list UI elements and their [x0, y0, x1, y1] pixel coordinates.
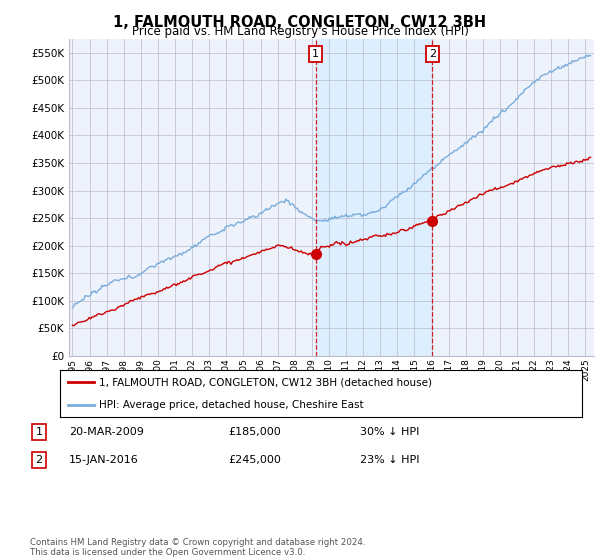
Text: 1, FALMOUTH ROAD, CONGLETON, CW12 3BH: 1, FALMOUTH ROAD, CONGLETON, CW12 3BH [113, 15, 487, 30]
Text: 15-JAN-2016: 15-JAN-2016 [69, 455, 139, 465]
Text: 2: 2 [428, 49, 436, 59]
Text: £245,000: £245,000 [228, 455, 281, 465]
Text: Price paid vs. HM Land Registry's House Price Index (HPI): Price paid vs. HM Land Registry's House … [131, 25, 469, 38]
Text: 20-MAR-2009: 20-MAR-2009 [69, 427, 144, 437]
Text: HPI: Average price, detached house, Cheshire East: HPI: Average price, detached house, Ches… [99, 400, 364, 410]
Text: 30% ↓ HPI: 30% ↓ HPI [360, 427, 419, 437]
Bar [316, 39, 432, 356]
Text: 1, FALMOUTH ROAD, CONGLETON, CW12 3BH (detached house): 1, FALMOUTH ROAD, CONGLETON, CW12 3BH (d… [99, 377, 432, 388]
Text: 2: 2 [35, 455, 43, 465]
Text: 23% ↓ HPI: 23% ↓ HPI [360, 455, 419, 465]
Text: £185,000: £185,000 [228, 427, 281, 437]
Text: 1: 1 [312, 49, 319, 59]
Text: Contains HM Land Registry data © Crown copyright and database right 2024.
This d: Contains HM Land Registry data © Crown c… [30, 538, 365, 557]
Text: 1: 1 [35, 427, 43, 437]
